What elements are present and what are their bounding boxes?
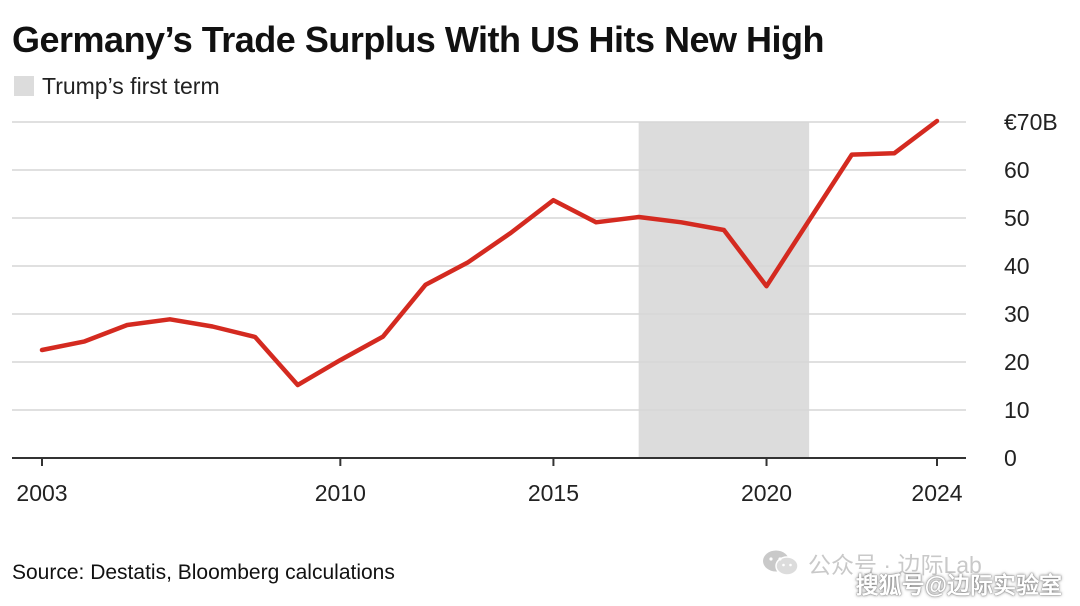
y-axis-labels: 0 10 20 30 40 50 60 €70B	[1004, 109, 1058, 471]
x-tick-label: 2015	[528, 480, 579, 506]
chart-title: Germany’s Trade Surplus With US Hits New…	[12, 19, 825, 60]
source-note: Source: Destatis, Bloomberg calculations	[12, 561, 395, 584]
gridlines	[12, 121, 966, 411]
wechat-icon	[763, 550, 799, 576]
y-tick-label: 30	[1004, 301, 1030, 327]
watermark-wechat: 公众号 · 边际Lab	[762, 546, 982, 580]
x-tick-label: 2003	[16, 480, 67, 506]
x-tick-label: 2020	[741, 480, 792, 506]
y-tick-label: 10	[1004, 397, 1030, 423]
shaded-region-trump-first-term	[638, 122, 810, 458]
y-tick-label: €70B	[1004, 109, 1058, 135]
legend-label: Trump’s first term	[42, 72, 220, 99]
x-tick-label: 2024	[911, 480, 962, 506]
y-tick-label: 60	[1004, 157, 1030, 183]
x-axis-labels: 2003 2010 2015 2020 2024	[16, 480, 962, 506]
legend: Trump’s first term	[14, 72, 220, 100]
y-tick-label: 20	[1004, 349, 1030, 375]
watermark-sohu: 搜狐号@边际实验室	[855, 572, 1062, 598]
x-tick-label: 2010	[315, 480, 366, 506]
watermark-top-text: 公众号 · 边际Lab	[808, 552, 982, 578]
x-axis	[12, 457, 966, 466]
y-tick-label: 50	[1004, 205, 1030, 231]
y-tick-label: 0	[1004, 445, 1017, 471]
series-layer	[39, 118, 940, 388]
y-tick-label: 40	[1004, 253, 1030, 279]
legend-swatch	[14, 76, 34, 96]
shaded-region-layer	[638, 122, 810, 458]
series-line-0	[39, 118, 940, 388]
